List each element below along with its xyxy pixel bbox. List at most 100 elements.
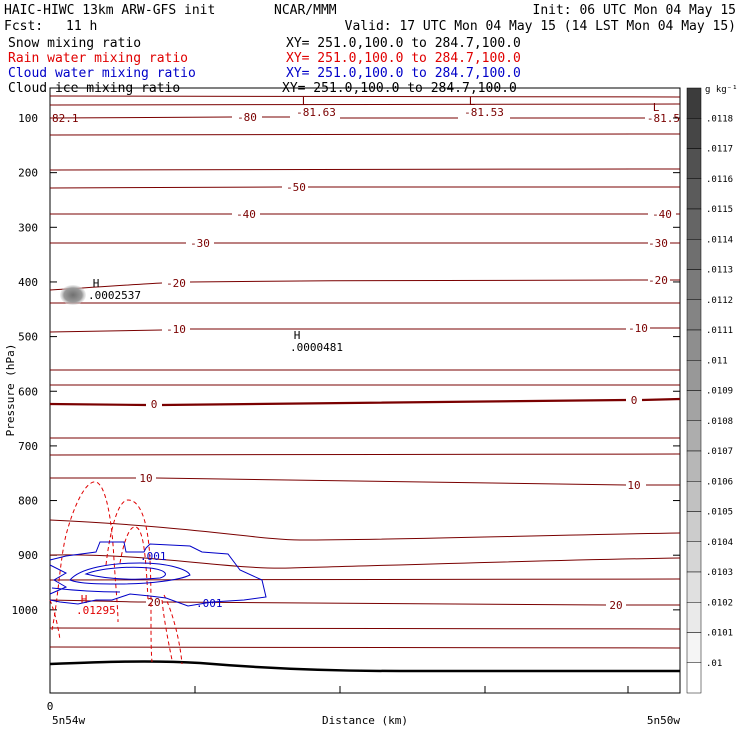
temp-contour-mid-e [49, 453, 681, 456]
ice-high-marker: H [294, 329, 301, 342]
colorbar-label: .0112 [706, 296, 733, 306]
colorbar-label: .0102 [706, 598, 733, 608]
colorbar-label: .0103 [706, 568, 733, 578]
field-cloudwater-xy: XY= 251.0,100.0 to 284.7,100.0 [286, 66, 521, 81]
colorbar-swatch [686, 87, 702, 119]
temp-contour-lower-e [49, 646, 681, 649]
colorbar-label: .0108 [706, 417, 733, 427]
x-axis-ticks [194, 686, 629, 693]
rain-high-value: .01295 [76, 604, 116, 617]
y-tick-label: 400 [18, 276, 38, 289]
temp-contour-minus60 [49, 168, 681, 171]
snow-extrema: H .0002537 H .0000481 [88, 277, 343, 354]
temp-contour-0 [49, 397, 681, 407]
temp-contour-minus50 [49, 186, 680, 189]
contour-label-81-5: -81.5 [647, 112, 680, 125]
contour-label-81-63: -81.63 [296, 106, 336, 119]
cloud-water-label-1: .001 [140, 550, 167, 563]
temp-contour-upper-a [49, 95, 681, 98]
colorbar-swatch [686, 360, 702, 391]
colorbar-label: .0115 [706, 205, 733, 215]
colorbar-label: .0114 [706, 235, 733, 245]
temp-label-minus30-right: -30 [648, 237, 668, 250]
colorbar-label: .0101 [706, 629, 733, 639]
rain-extrema: H .01295 [76, 593, 116, 617]
temp-label-minus40: -40 [236, 208, 256, 221]
colorbar-label: .0104 [706, 538, 733, 548]
y-tick-label: 500 [18, 331, 38, 344]
temp-contour-minus10 [49, 327, 680, 333]
temp-contour-lower-c [49, 578, 681, 581]
contour-label-82-1: 82.1 [52, 112, 79, 125]
field-rain-name: Rain water mixing ratio [8, 51, 188, 66]
colorbar: .0118 .0117 .0116 .0115 .0114 .0113 .0112 .0111… [686, 87, 733, 694]
temp-label-minus10: -10 [166, 323, 186, 336]
colorbar-swatch [686, 329, 702, 361]
extra-contour-labels: 82.1 -81.63 -81.53 -81.5 L L L [52, 95, 680, 125]
extremum-low-3: L [653, 101, 660, 114]
snow-high-marker: H [93, 277, 100, 290]
plot-frame [49, 87, 681, 694]
surface-contour [49, 660, 680, 673]
temp-contour-lower-b [49, 554, 681, 569]
colorbar-swatch [686, 481, 702, 512]
y-tick-label: 100 [18, 112, 38, 125]
temp-contour-20 [49, 599, 680, 606]
contour-label-81-53: -81.53 [464, 106, 504, 119]
colorbar-label: .0117 [706, 145, 733, 155]
colorbar-swatch [686, 450, 702, 482]
header-model: HAIC-HIWC 13km ARW-GFS init [4, 3, 215, 18]
colorbar-swatch [686, 390, 702, 421]
header-valid: Valid: 17 UTC Mon 04 May 15 (14 LST Mon … [345, 19, 736, 34]
header-fcst-value: 11 h [66, 19, 97, 34]
temp-label-20: 20 [147, 596, 160, 609]
colorbar-label: .0109 [706, 387, 733, 397]
extremum-low-2: L [469, 95, 476, 108]
temp-label-minus20-right: -20 [648, 274, 668, 287]
y-tick-label: 600 [18, 385, 38, 398]
rain-high-marker: H [81, 593, 88, 606]
colorbar-label: .0111 [706, 326, 733, 336]
colorbar-label: .0116 [706, 175, 733, 185]
field-rain-xy: XY= 251.0,100.0 to 284.7,100.0 [286, 51, 521, 66]
cloud-water-contours [49, 541, 267, 607]
colorbar-unit: g kg⁻¹ [705, 85, 738, 95]
temperature-contours [49, 95, 681, 673]
y-tick-label: 700 [18, 440, 38, 453]
temp-label-minus20: -20 [166, 277, 186, 290]
y-tick-label: 300 [18, 221, 38, 234]
snow-shaded-region [60, 285, 86, 305]
header-org: NCAR/MMM [274, 3, 337, 18]
y-tick-label: 1000 [12, 604, 39, 617]
extremum-low-1: L [302, 95, 309, 108]
field-cloudwater-name: Cloud water mixing ratio [8, 66, 196, 81]
colorbar-swatch [686, 148, 702, 179]
temp-label-minus40-right: -40 [652, 208, 672, 221]
colorbar-swatch [686, 118, 702, 149]
temp-label-0-right: 0 [631, 394, 638, 407]
temp-contour-lower-d [49, 627, 681, 631]
field-snow-xy: XY= 251.0,100.0 to 284.7,100.0 [286, 36, 521, 51]
x-right-location: 5n50w [647, 714, 680, 727]
colorbar-label: .0105 [706, 508, 733, 518]
colorbar-swatch [686, 178, 702, 210]
colorbar-swatch [686, 299, 702, 331]
colorbar-label: .011 [706, 356, 728, 366]
temp-contour-10 [50, 477, 680, 486]
temp-label-10-right: 10 [627, 479, 640, 492]
colorbar-label: .0118 [706, 114, 733, 124]
cloud-water-labels: .001 .001 [140, 550, 223, 610]
colorbar-swatch [686, 602, 702, 633]
header-fcst-label: Fcst: [4, 19, 43, 34]
y-axis-label: Pressure (hPa) [4, 344, 17, 437]
colorbar-swatch [686, 208, 702, 240]
snow-high-value: .0002537 [88, 289, 141, 302]
temp-contour-minus80 [49, 116, 645, 119]
colorbar-swatch [686, 239, 702, 270]
colorbar-label: .0107 [706, 447, 733, 457]
temp-contour-minus20 [49, 279, 680, 291]
rain-water-contours [49, 481, 183, 665]
colorbar-swatch [686, 632, 702, 663]
temp-label-minus10-right: -10 [628, 322, 648, 335]
